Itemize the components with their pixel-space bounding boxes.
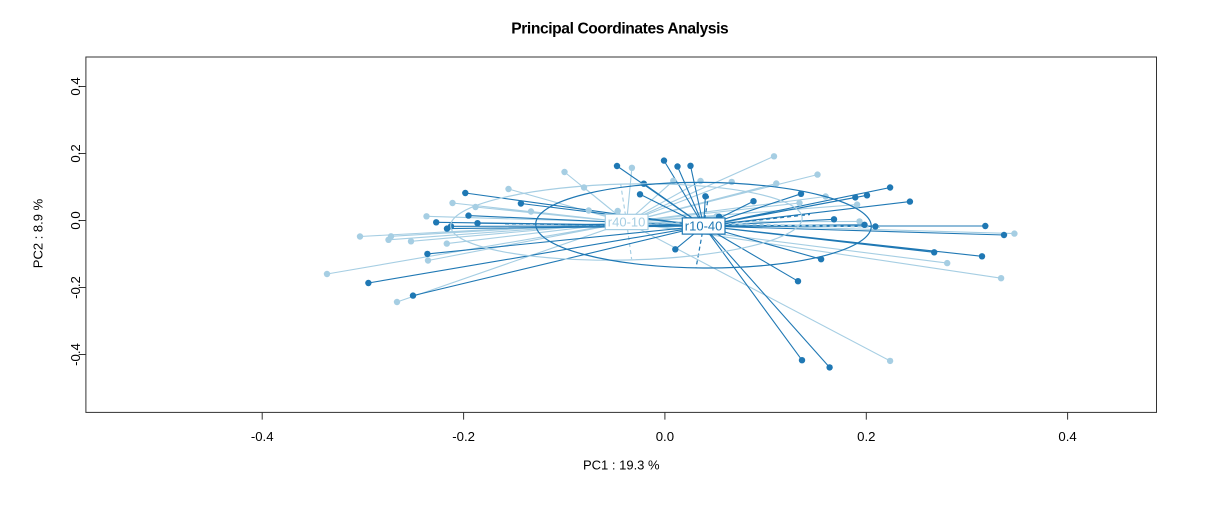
svg-text:r40-10: r40-10 [608,214,646,229]
svg-text:0.2: 0.2 [68,144,83,162]
svg-text:-0.2: -0.2 [452,429,475,444]
svg-text:0.0: 0.0 [656,429,674,444]
svg-text:-0.2: -0.2 [68,276,83,299]
svg-text:0.4: 0.4 [68,77,83,95]
svg-text:r10-40: r10-40 [685,219,723,234]
svg-text:PC2 : 8.9 %: PC2 : 8.9 % [31,198,46,268]
svg-text:Principal Coordinates Analysis: Principal Coordinates Analysis [511,21,729,38]
svg-text:0.0: 0.0 [68,211,83,229]
svg-text:0.2: 0.2 [857,429,875,444]
svg-text:0.4: 0.4 [1058,429,1076,444]
svg-text:-0.4: -0.4 [68,343,83,366]
svg-text:PC1 : 19.3 %: PC1 : 19.3 % [583,458,660,473]
svg-text:-0.4: -0.4 [251,429,274,444]
